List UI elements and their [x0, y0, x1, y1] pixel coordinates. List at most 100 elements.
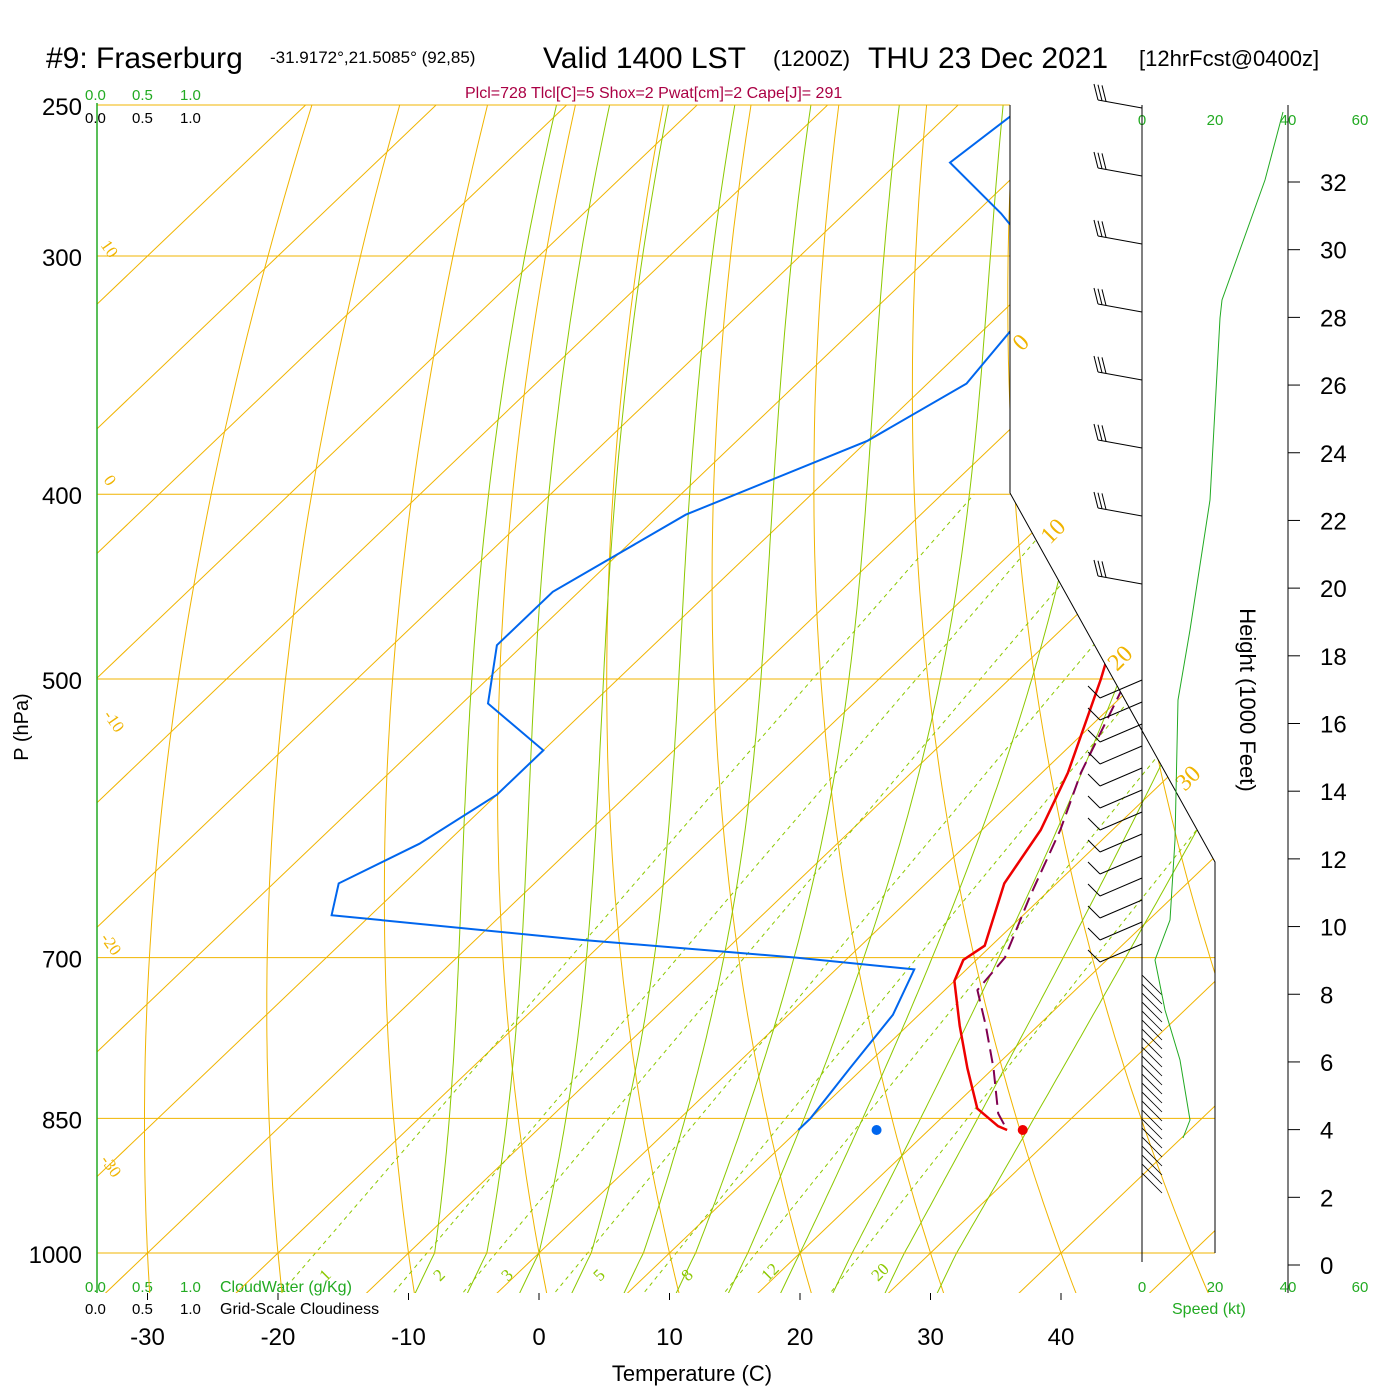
wind-barb-staff — [1099, 833, 1143, 853]
mixing-ratio-label: 5 — [589, 1265, 608, 1284]
isotherm-line — [97, 105, 1125, 1293]
temperature-tick-label: 0 — [532, 1324, 545, 1351]
mixing-ratio-line — [811, 493, 1215, 1293]
wind-barb-flag — [1097, 424, 1103, 441]
height-tick-label: 24 — [1320, 441, 1347, 468]
surface-dewpoint-marker — [871, 1125, 882, 1136]
cloud-top-black-0: 0.0 — [85, 110, 106, 127]
wind-barb-staff — [1099, 723, 1143, 743]
wind-barb-staff — [1141, 1091, 1163, 1113]
height-tick-label: 2 — [1320, 1185, 1333, 1212]
wind-barb-staff — [1097, 507, 1143, 517]
wind-barb-flag — [1087, 751, 1101, 765]
temperature-tick-label: -10 — [391, 1324, 426, 1351]
isotherm-line — [341, 105, 1215, 1293]
wind-barb-staff — [1099, 921, 1143, 941]
isotherm-line — [993, 105, 1215, 1293]
cloud-bottom-green-1: 0.5 — [132, 1279, 153, 1296]
wind-barb-staff — [1099, 899, 1143, 919]
height-axis-label: Height (1000 Feet) — [1235, 608, 1260, 791]
mixing-ratio-label: 8 — [677, 1265, 696, 1284]
wind-barb-flag — [1101, 221, 1107, 238]
cloudwater-label: CloudWater (g/Kg) — [220, 1279, 352, 1296]
dry-adiabat — [711, 105, 819, 1293]
speed-bottom-3: 60 — [1352, 1279, 1369, 1296]
wind-barb-flag — [1101, 425, 1107, 442]
height-tick-label: 0 — [1320, 1253, 1333, 1280]
wind-barb-staff — [1141, 1145, 1163, 1167]
pressure-tick-label: 1000 — [29, 1242, 82, 1269]
cloud-top-green-1: 0.5 — [132, 87, 153, 104]
isotherm-label: 10 — [1036, 514, 1071, 549]
wind-barb-staff — [1097, 371, 1143, 381]
wind-barb-flag — [1087, 685, 1101, 699]
cloud-bottom-black-2: 1.0 — [180, 1301, 201, 1318]
isotherm-label: -30 — [97, 1151, 126, 1180]
valid-date: THU 23 Dec 2021 — [868, 42, 1108, 75]
dry-adiabat — [383, 105, 497, 1293]
wind-barb-flag — [1087, 707, 1101, 721]
wind-barb-staff — [1141, 1010, 1163, 1032]
wind-barb-flag — [1097, 152, 1103, 169]
wind-barb-staff — [1141, 1073, 1163, 1095]
mixing-ratio-line — [260, 493, 975, 1293]
wind-barb-flag — [1097, 220, 1103, 237]
cloud-bottom-green-0: 0.0 — [85, 1279, 106, 1296]
sounding-params: Plcl=728 Tlcl[C]=5 Shox=2 Pwat[cm]=2 Cap… — [465, 85, 842, 102]
cloud-axis-bottom: 0.0 0.5 1.0 CloudWater (g/Kg) 0.0 0.5 1.… — [85, 1279, 379, 1318]
height-tick-label: 20 — [1320, 576, 1347, 603]
height-tick-label: 26 — [1320, 373, 1347, 400]
wind-barb-flag — [1097, 356, 1103, 373]
pressure-ticks: 250 300 400 500 700 850 1000 — [29, 94, 82, 1269]
cloud-top-black-1: 0.5 — [132, 110, 153, 127]
moist-adiabat — [508, 105, 676, 1293]
pressure-tick-label: 250 — [42, 94, 82, 121]
mixing-ratio-line — [624, 493, 1215, 1293]
wind-barb-flag — [1101, 153, 1107, 170]
height-tick-label: 4 — [1320, 1118, 1333, 1145]
height-tick-label: 18 — [1320, 644, 1347, 671]
temperature-tick-label: -30 — [130, 1324, 165, 1351]
wind-barb-staff — [1099, 943, 1143, 963]
moist-adiabat — [456, 105, 618, 1293]
plot-right-boundary — [1009, 105, 1216, 1253]
temperature-tick-label: 10 — [656, 1324, 683, 1351]
wind-barb-staff — [1141, 1154, 1163, 1176]
isotherm-label: 20 — [1103, 641, 1138, 676]
y-axis-label: P (hPa) — [11, 693, 33, 760]
wind-barb-staff — [1097, 303, 1143, 313]
cloud-bottom-green-2: 1.0 — [180, 1279, 201, 1296]
wind-barb-flag — [1093, 287, 1099, 305]
wind-barb-flag — [1097, 288, 1103, 305]
wind-barb-staff — [1099, 877, 1143, 897]
height-tick-label: 12 — [1320, 847, 1347, 874]
wind-barb-flag — [1101, 561, 1107, 578]
speed-top-1: 20 — [1207, 112, 1224, 129]
wind-barb-flag — [1101, 357, 1107, 374]
height-tick-label: 6 — [1320, 1050, 1333, 1077]
wind-barb-staff — [1141, 1028, 1163, 1050]
isotherm-label: 10 — [97, 236, 122, 261]
isotherm-label: 0 — [1008, 329, 1035, 356]
wind-barb-staff — [1099, 811, 1143, 831]
moist-adiabat — [769, 105, 1129, 1293]
wind-barb-staff — [1141, 1019, 1163, 1041]
forecast-label: [12hrFcst@0400z] — [1139, 46, 1319, 71]
moist-adiabat — [717, 105, 1007, 1293]
wind-barb-flag — [1101, 289, 1107, 306]
dry-adiabat — [266, 105, 410, 1293]
wind-barb-flag — [1087, 795, 1101, 809]
wind-barb-staff — [1141, 1100, 1163, 1122]
dry-adiabat — [497, 105, 584, 1293]
wind-barb-staff — [1141, 983, 1163, 1005]
height-tick-label: 28 — [1320, 305, 1347, 332]
isotherm-line — [210, 105, 1215, 1293]
moist-adiabat — [821, 105, 1215, 1293]
wind-barb-staff — [1097, 575, 1143, 585]
speed-bottom-0: 0 — [1138, 1279, 1146, 1296]
wind-barb-flag — [1097, 84, 1103, 101]
cloud-bottom-black-1: 0.5 — [132, 1301, 153, 1318]
isotherm-line — [97, 105, 864, 1293]
